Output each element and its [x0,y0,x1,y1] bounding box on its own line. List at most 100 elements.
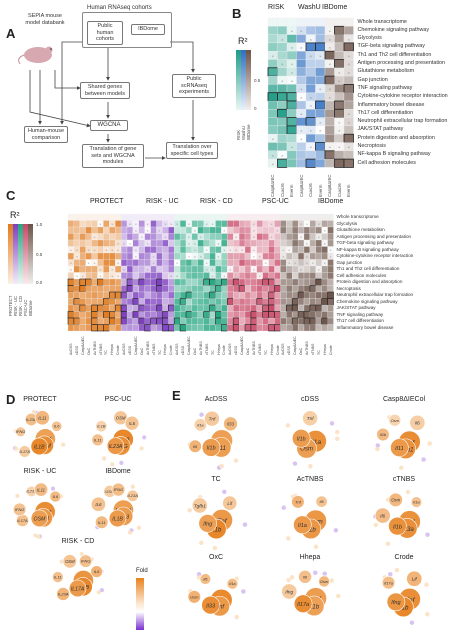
heatmap-c-cell [215,285,222,293]
heatmap-c-cell [79,213,86,221]
heatmap-b-cell [315,67,326,77]
bubble-gene [12,502,27,517]
heatmap-c-nonsig-mark: × [94,249,96,253]
heatmap-c-cell [109,213,116,221]
bubble-gene-label: Il1a [229,581,236,586]
heatmap-b-cell [286,109,297,118]
heatmap-c-nonsig-mark: × [99,275,101,279]
heatmap-b-nonsig-mark: × [310,37,313,42]
heatmap-c-cell [120,272,128,280]
heatmap-c-cell [286,285,293,293]
heatmap-c-cell [162,272,169,280]
heatmap-c-cell [162,311,169,319]
heatmap-c-col-label: Hhepa [110,344,115,355]
heatmap-c-cell [227,226,234,234]
heatmap-c-nonsig-mark: × [76,249,78,253]
heatmap-b-cell [334,34,345,44]
bubble-gene-label: IL23A [58,592,69,597]
bubble-cluster-title: RISK - UC [23,468,57,475]
heatmap-c-cell [286,311,293,319]
heatmap-c-nonsig-mark: × [253,223,255,227]
heatmap-c-cell [73,259,80,267]
heatmap-c-cell [250,317,258,325]
heatmap-c-cell [150,272,157,280]
heatmap-b-cell [305,109,316,118]
bubble-gene [388,413,402,427]
bubble-small [212,545,218,551]
heatmap-c-nonsig-mark: × [318,268,320,272]
heatmap-b-cell [267,17,278,27]
heatmap-c-cell [321,285,328,293]
heatmap-c-cell [79,324,86,332]
heatmap-c-cell [103,304,110,312]
heatmap-b-cell [277,42,288,52]
heatmap-c-cell [191,272,198,280]
heatmap-c-cell [221,278,228,286]
heatmap-c-cell [191,324,198,332]
heatmap-c-cell [115,285,122,293]
heatmap-c-cell [268,226,275,234]
heatmap-c-cell [132,324,139,332]
heatmap-c-cell [227,220,234,228]
heatmap-b-nonsig-mark: × [348,37,351,42]
heatmap-c-cell [297,304,305,312]
heatmap-c-cell [168,233,175,241]
heatmap-c-nonsig-mark: × [70,268,72,272]
heatmap-c-cell [103,252,110,260]
heatmap-b-cell [343,158,354,168]
heatmap-c-cell [185,304,193,312]
heatmap-c-cell [126,233,134,241]
heatmap-c-cell [168,311,175,319]
heatmap-c-cell [268,239,275,247]
heatmap-c-cell [79,265,86,273]
heatmap-c-nonsig-mark: × [170,223,172,227]
heatmap-c-cell [268,298,275,306]
heatmap-c-cell [97,324,104,332]
heatmap-c-nonsig-mark: × [229,268,231,272]
heatmap-c-cell [197,265,204,273]
bubble-gene-label: Osm [300,446,313,453]
bubble-gene-label: Osm [391,498,400,503]
heatmap-c-nonsig-mark: × [312,262,314,266]
heatmap-c-cell [162,317,169,325]
heatmap-c-cell [274,278,281,286]
heatmap-c-cell [185,259,193,267]
heatmap-c-cell [244,317,252,325]
heatmap-b-cell [343,125,354,135]
bubble-small [409,620,415,625]
heatmap-c-cell [227,285,234,293]
cohort-washu-header: WashU [298,4,321,11]
heatmap-c-nonsig-mark: × [135,249,137,253]
bubble-small [308,464,313,469]
cohort-protect-header: PROTECT [90,198,124,205]
heatmap-c-cell [227,233,234,241]
heatmap-c-cell [274,272,281,280]
heatmap-c-cell [91,291,98,299]
heatmap-c-cell [268,291,275,299]
heatmap-b-cell [343,150,354,160]
bubble-gene-label: IL1B [112,516,123,522]
heatmap-c-cell [115,324,122,332]
bubble-small [139,446,144,451]
heatmap-c-nonsig-mark: × [76,275,78,279]
heatmap-b-nonsig-mark: × [319,128,322,133]
bubble-gene-label: Il1a [413,499,420,504]
heatmap-c-cell [144,285,151,293]
heatmap-c-cell [185,298,193,306]
heatmap-b-cell [334,108,345,119]
bubble-gene-label: Il33 [227,422,235,427]
heatmap-c-cell [174,285,181,293]
heatmap-c-nonsig-mark: × [123,268,125,272]
heatmap-b-nonsig-mark: × [281,153,284,158]
heatmap-c-cell [244,252,252,260]
heatmap-c-cell [179,278,187,286]
heatmap-c-nonsig-mark: × [176,275,178,279]
heatmap-c-cell [115,265,122,273]
heatmap-c-col-label: AcTNBS [92,341,97,355]
heatmap-c-cell [162,304,169,312]
heatmap-c-nonsig-mark: × [200,255,202,259]
bubble-cluster: TnfIl23aIl1bIl6OsmIl1a [373,489,430,546]
heatmap-b-row-label: Glycolysis [357,35,382,42]
heatmap-c-cell [67,239,75,247]
